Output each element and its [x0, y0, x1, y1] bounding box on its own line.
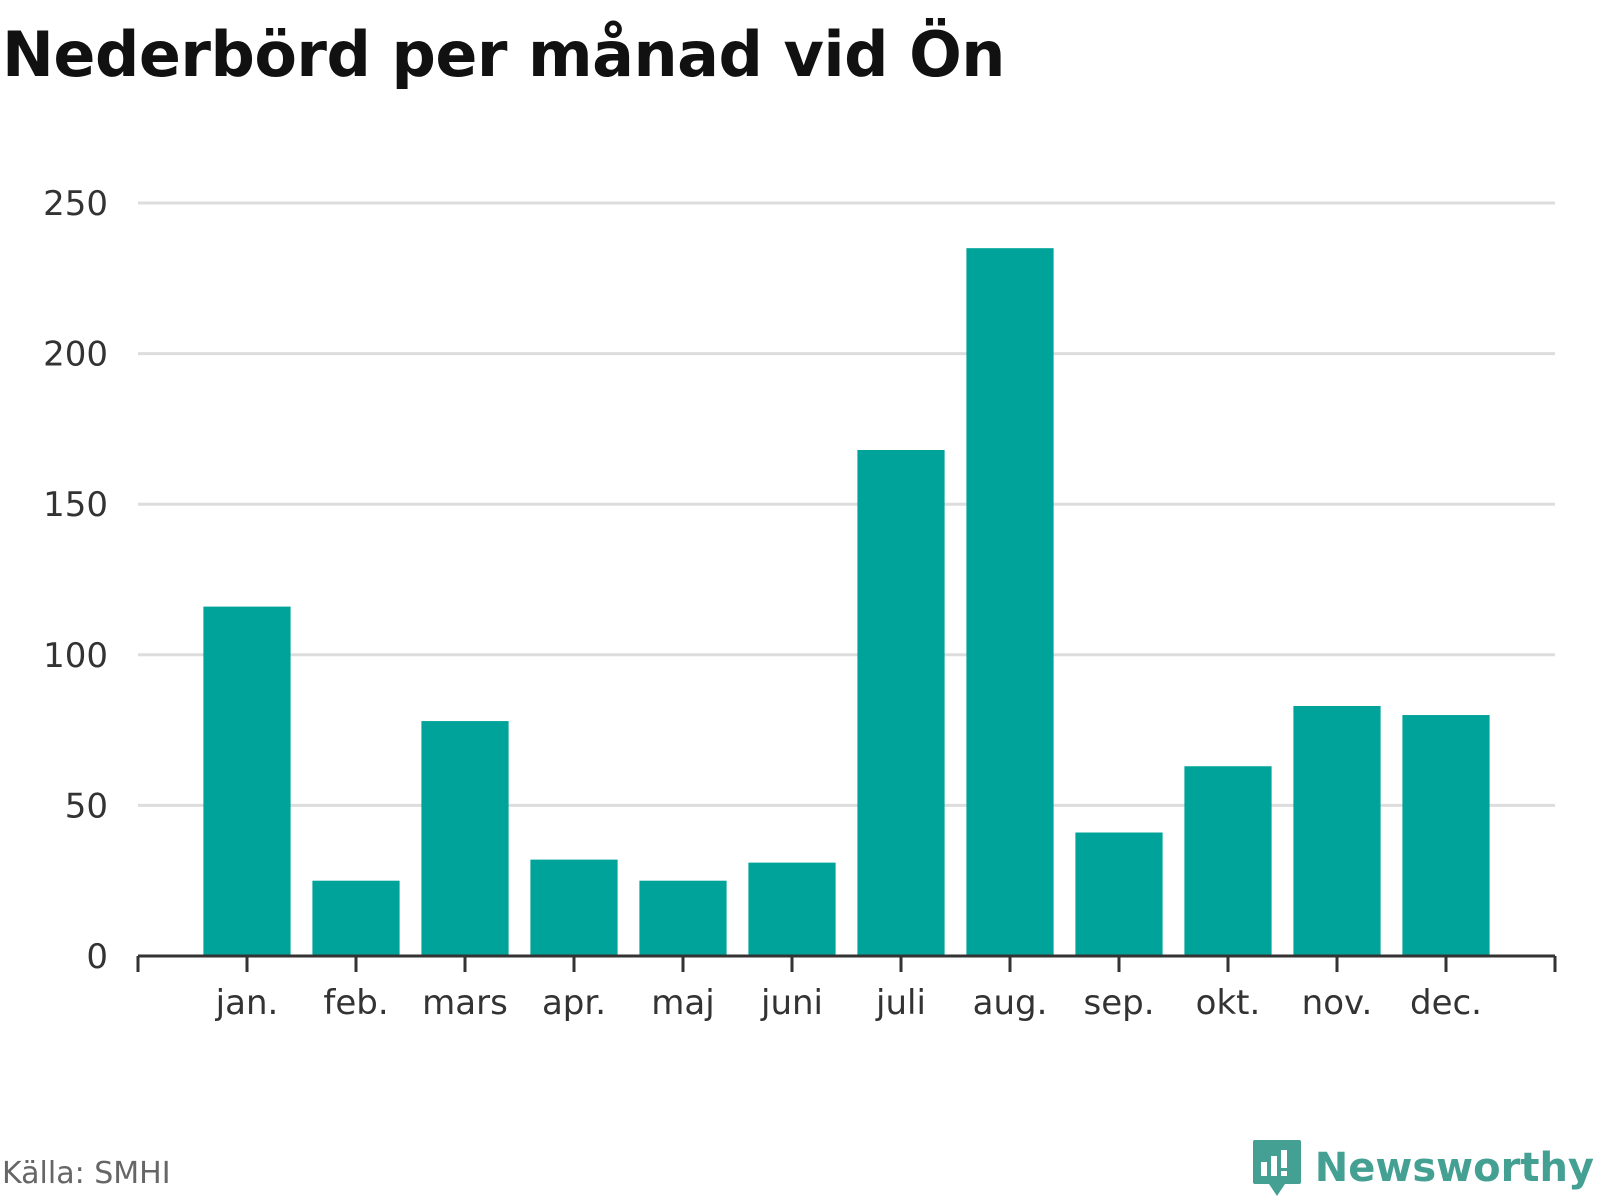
bar-mars: [421, 721, 509, 956]
bar-jan: [203, 606, 291, 956]
x-tick-label: juni: [760, 983, 823, 1023]
chart-title: Nederbörd per månad vid Ön: [2, 18, 1005, 91]
bar-aug: [966, 248, 1054, 956]
bar-juli: [857, 449, 945, 956]
y-tick-label: 50: [65, 786, 108, 826]
x-tick-label: maj: [651, 983, 714, 1023]
newsworthy-logo-icon: [1252, 1140, 1301, 1196]
x-axis: jan. feb. mars apr. maj juni juli aug. sep. okt. n…: [136, 954, 1557, 1023]
y-tick-label: 150: [43, 485, 108, 525]
y-tick-label: 100: [43, 636, 108, 676]
bar-dec: [1402, 715, 1490, 956]
bar-feb: [312, 880, 400, 956]
bar-okt: [1184, 766, 1272, 956]
y-axis: 0 50 100 150 200 250: [43, 184, 108, 977]
x-tick-label: mars: [422, 983, 508, 1023]
x-tick-label: feb.: [323, 983, 388, 1023]
y-tick-label: 200: [43, 335, 108, 375]
y-tick-label: 0: [86, 937, 108, 977]
source-note: Källa: SMHI: [2, 1156, 171, 1191]
x-tick-label: aug.: [973, 983, 1048, 1023]
bar-apr: [530, 859, 618, 956]
x-tick-label: okt.: [1196, 983, 1261, 1023]
brand-name: Newsworthy: [1314, 1145, 1594, 1191]
x-tick-label: apr.: [542, 983, 606, 1023]
x-tick-label: juli: [875, 983, 926, 1023]
brand-logo: Newsworthy: [1251, 1138, 1594, 1198]
bar-juni: [748, 862, 836, 956]
x-tick-label: jan.: [215, 983, 279, 1023]
bar-maj: [639, 880, 727, 956]
bar-sep: [1075, 832, 1163, 956]
bar-nov: [1293, 706, 1381, 956]
x-tick-label: nov.: [1302, 983, 1373, 1023]
bars: [203, 248, 1490, 956]
x-tick-label: dec.: [1410, 983, 1482, 1023]
y-tick-label: 250: [43, 184, 108, 224]
x-tick-label: sep.: [1083, 983, 1154, 1023]
